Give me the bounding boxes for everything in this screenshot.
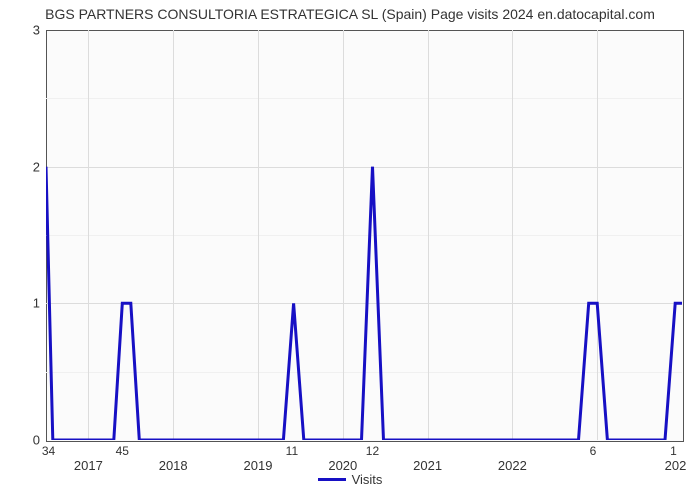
x-year-label: 2022: [498, 458, 527, 473]
y-tick-label: 3: [33, 23, 40, 38]
data-value-label: 45: [116, 444, 129, 458]
legend-label: Visits: [352, 472, 383, 487]
data-value-label: 6: [590, 444, 597, 458]
data-value-label: 1: [670, 444, 677, 458]
x-year-label: 2019: [244, 458, 273, 473]
legend-swatch: [318, 478, 346, 481]
x-year-label: 2021: [413, 458, 442, 473]
data-value-label: 34: [42, 444, 55, 458]
plot-area: 0123201720182019202020212022202344511126…: [46, 30, 682, 440]
y-tick-label: 2: [33, 159, 40, 174]
x-year-label: 2017: [74, 458, 103, 473]
x-year-label-cut: 202: [665, 458, 687, 473]
y-tick-label: 1: [33, 296, 40, 311]
legend: Visits: [0, 472, 700, 487]
data-value-label: 11: [286, 444, 298, 458]
x-year-label: 2020: [328, 458, 357, 473]
x-year-label: 2018: [159, 458, 188, 473]
chart-title: BGS PARTNERS CONSULTORIA ESTRATEGICA SL …: [0, 6, 700, 22]
chart-container: BGS PARTNERS CONSULTORIA ESTRATEGICA SL …: [0, 0, 700, 500]
visits-line: [46, 30, 682, 440]
data-value-label: 12: [366, 444, 379, 458]
y-tick-label: 0: [33, 433, 40, 448]
